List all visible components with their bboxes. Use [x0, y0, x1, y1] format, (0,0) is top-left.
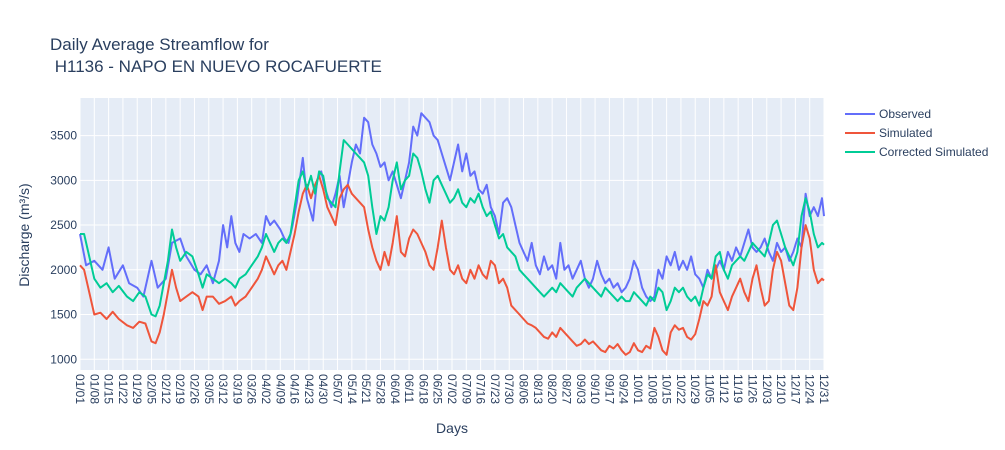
x-tick-label: 06/18 — [416, 374, 430, 404]
x-tick-label: 02/12 — [159, 374, 173, 404]
y-tick-label: 1000 — [50, 352, 77, 366]
x-tick-label: 06/11 — [402, 374, 416, 403]
legend-item[interactable]: Observed — [845, 107, 931, 121]
x-tick-label: 07/02 — [445, 374, 459, 404]
x-tick-label: 12/17 — [788, 374, 802, 404]
x-tick-label: 09/24 — [617, 374, 631, 404]
x-tick-label: 09/17 — [602, 374, 616, 404]
x-tick-label: 07/23 — [488, 374, 502, 404]
x-tick-label: 12/10 — [774, 374, 788, 404]
legend-label: Corrected Simulated — [879, 145, 988, 159]
y-tick-label: 2000 — [50, 263, 77, 277]
x-tick-label: 12/03 — [760, 374, 774, 404]
legend-item[interactable]: Corrected Simulated — [845, 145, 988, 159]
x-tick-label: 11/12 — [717, 374, 731, 403]
x-tick-label: 01/29 — [130, 374, 144, 404]
y-tick-label: 2500 — [50, 218, 77, 232]
x-tick-label: 02/19 — [173, 374, 187, 404]
x-tick-label: 11/19 — [731, 374, 745, 403]
x-tick-label: 05/28 — [373, 374, 387, 404]
x-tick-label: 01/08 — [87, 374, 101, 404]
x-tick-label: 04/02 — [259, 374, 273, 404]
legend: Observed Simulated Corrected Simulated — [845, 107, 988, 159]
x-tick-label: 01/01 — [73, 374, 87, 404]
x-tick-label: 08/13 — [531, 374, 545, 404]
x-tick-label: 01/15 — [102, 374, 116, 404]
x-tick-label: 03/12 — [216, 374, 230, 404]
y-tick-label: 3000 — [50, 173, 77, 187]
y-axis-ticks: 1000 1500 2000 2500 3000 3500 — [50, 129, 77, 367]
x-tick-label: 04/30 — [316, 374, 330, 404]
x-tick-label: 04/09 — [273, 374, 287, 404]
x-tick-label: 10/01 — [631, 374, 645, 404]
x-tick-label: 02/05 — [145, 374, 159, 404]
x-tick-label: 10/29 — [688, 374, 702, 404]
x-axis-ticks: 01/01 01/08 01/15 01/22 01/29 02/05 02/12 02/19… — [73, 374, 831, 404]
legend-label: Observed — [879, 107, 931, 121]
x-axis-title: Days — [436, 420, 468, 436]
x-tick-label: 12/24 — [803, 374, 817, 404]
x-tick-label: 12/31 — [817, 374, 831, 404]
y-tick-label: 3500 — [50, 129, 77, 143]
chart-title-line2: H1136 - NAPO EN NUEVO ROCAFUERTE — [50, 57, 382, 76]
x-tick-label: 08/06 — [517, 374, 531, 404]
x-tick-label: 08/20 — [545, 374, 559, 404]
x-tick-label: 07/16 — [474, 374, 488, 404]
x-tick-label: 03/05 — [202, 374, 216, 404]
x-tick-label: 10/08 — [645, 374, 659, 404]
x-tick-label: 04/16 — [288, 374, 302, 404]
x-tick-label: 04/23 — [302, 374, 316, 404]
series-line-corrected-simulated — [80, 139, 825, 318]
x-tick-label: 11/05 — [703, 374, 717, 403]
x-tick-label: 11/26 — [745, 374, 759, 403]
legend-item[interactable]: Simulated — [845, 126, 932, 140]
x-tick-label: 05/21 — [359, 374, 373, 404]
x-tick-label: 10/15 — [660, 374, 674, 404]
series-line-simulated — [79, 174, 825, 356]
x-tick-label: 07/30 — [502, 374, 516, 404]
x-tick-label: 01/22 — [116, 374, 130, 404]
chart-title-line1: Daily Average Streamflow for — [50, 35, 269, 54]
x-tick-label: 02/26 — [187, 374, 201, 404]
y-axis-title: Discharge (m³/s) — [16, 183, 32, 286]
x-tick-label: 09/03 — [574, 374, 588, 404]
x-tick-label: 03/19 — [230, 374, 244, 404]
series-lines — [79, 112, 825, 356]
x-tick-label: 07/09 — [459, 374, 473, 404]
x-tick-label: 03/26 — [245, 374, 259, 404]
x-tick-label: 06/04 — [388, 374, 402, 404]
x-tick-label: 06/25 — [431, 374, 445, 404]
x-tick-label: 08/27 — [559, 374, 573, 404]
x-tick-label: 09/10 — [588, 374, 602, 404]
x-tick-label: 10/22 — [674, 374, 688, 404]
y-tick-label: 1500 — [50, 308, 77, 322]
legend-label: Simulated — [879, 126, 932, 140]
x-tick-label: 05/14 — [345, 374, 359, 404]
x-tick-label: 05/07 — [331, 374, 345, 404]
